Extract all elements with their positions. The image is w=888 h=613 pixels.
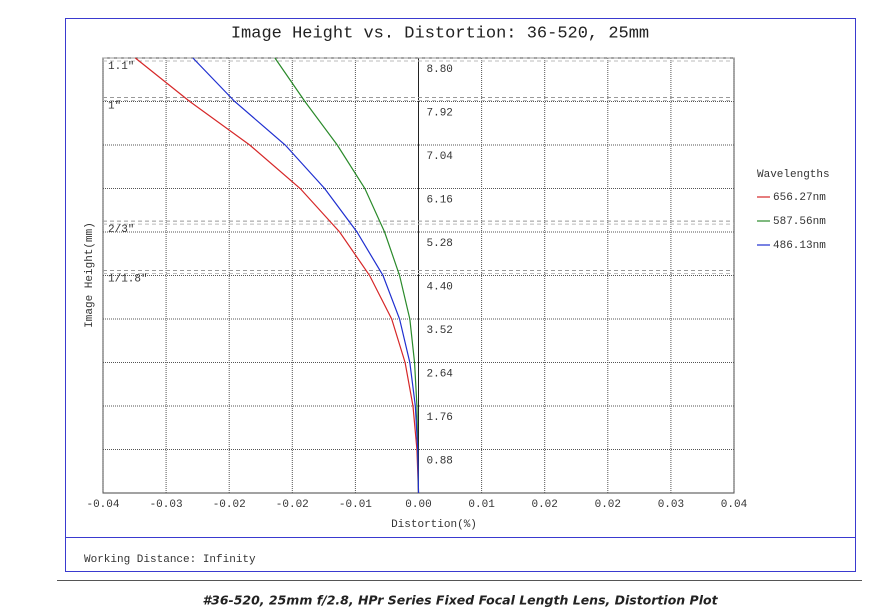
y-tick-label: 7.92	[427, 107, 453, 119]
curve	[134, 57, 420, 494]
x-tick-label: 0.00	[405, 499, 431, 511]
y-tick-label: 6.16	[427, 194, 453, 206]
y-tick-label: 3.52	[427, 325, 453, 337]
legend-label: 656.27nm	[773, 192, 826, 204]
y-tick-label: 1.76	[427, 412, 453, 424]
x-tick-label: -0.02	[213, 499, 246, 511]
x-tick-label: 0.01	[468, 499, 495, 511]
legend-title: Wavelengths	[757, 169, 830, 181]
x-tick-label: -0.03	[150, 499, 183, 511]
footer: Working Distance: Infinity	[84, 554, 256, 566]
y-tick-label: 8.80	[427, 64, 453, 76]
x-tick-label: 0.03	[658, 499, 684, 511]
curve	[274, 57, 420, 494]
sensor-label: 1/1.8"	[108, 273, 148, 285]
sensor-label: 2/3"	[108, 224, 134, 236]
x-tick-label: -0.04	[86, 499, 119, 511]
caption: #36-520, 25mm f/2.8, HPr Series Fixed Fo…	[202, 593, 718, 608]
y-axis-label: Image Height(mm)	[84, 222, 96, 328]
legend-label: 486.13nm	[773, 240, 826, 252]
frame	[65, 18, 856, 572]
y-tick-label: 7.04	[427, 151, 454, 163]
x-tick-label: -0.01	[339, 499, 372, 511]
y-tick-label: 4.40	[427, 281, 453, 293]
sensor-label: 1.1"	[108, 61, 134, 73]
x-tick-label: 0.04	[721, 499, 748, 511]
x-tick-label: 0.02	[595, 499, 621, 511]
y-tick-label: 0.88	[427, 455, 453, 467]
y-tick-label: 5.28	[427, 238, 453, 250]
x-tick-label: 0.02	[531, 499, 557, 511]
x-tick-label: -0.02	[276, 499, 309, 511]
legend-label: 587.56nm	[773, 216, 826, 228]
chart-title: Image Height vs. Distortion: 36-520, 25m…	[231, 24, 649, 43]
curve	[192, 57, 420, 494]
sensor-label: 1"	[108, 100, 121, 112]
x-axis-label: Distortion(%)	[391, 519, 477, 531]
y-tick-label: 2.64	[427, 368, 454, 380]
